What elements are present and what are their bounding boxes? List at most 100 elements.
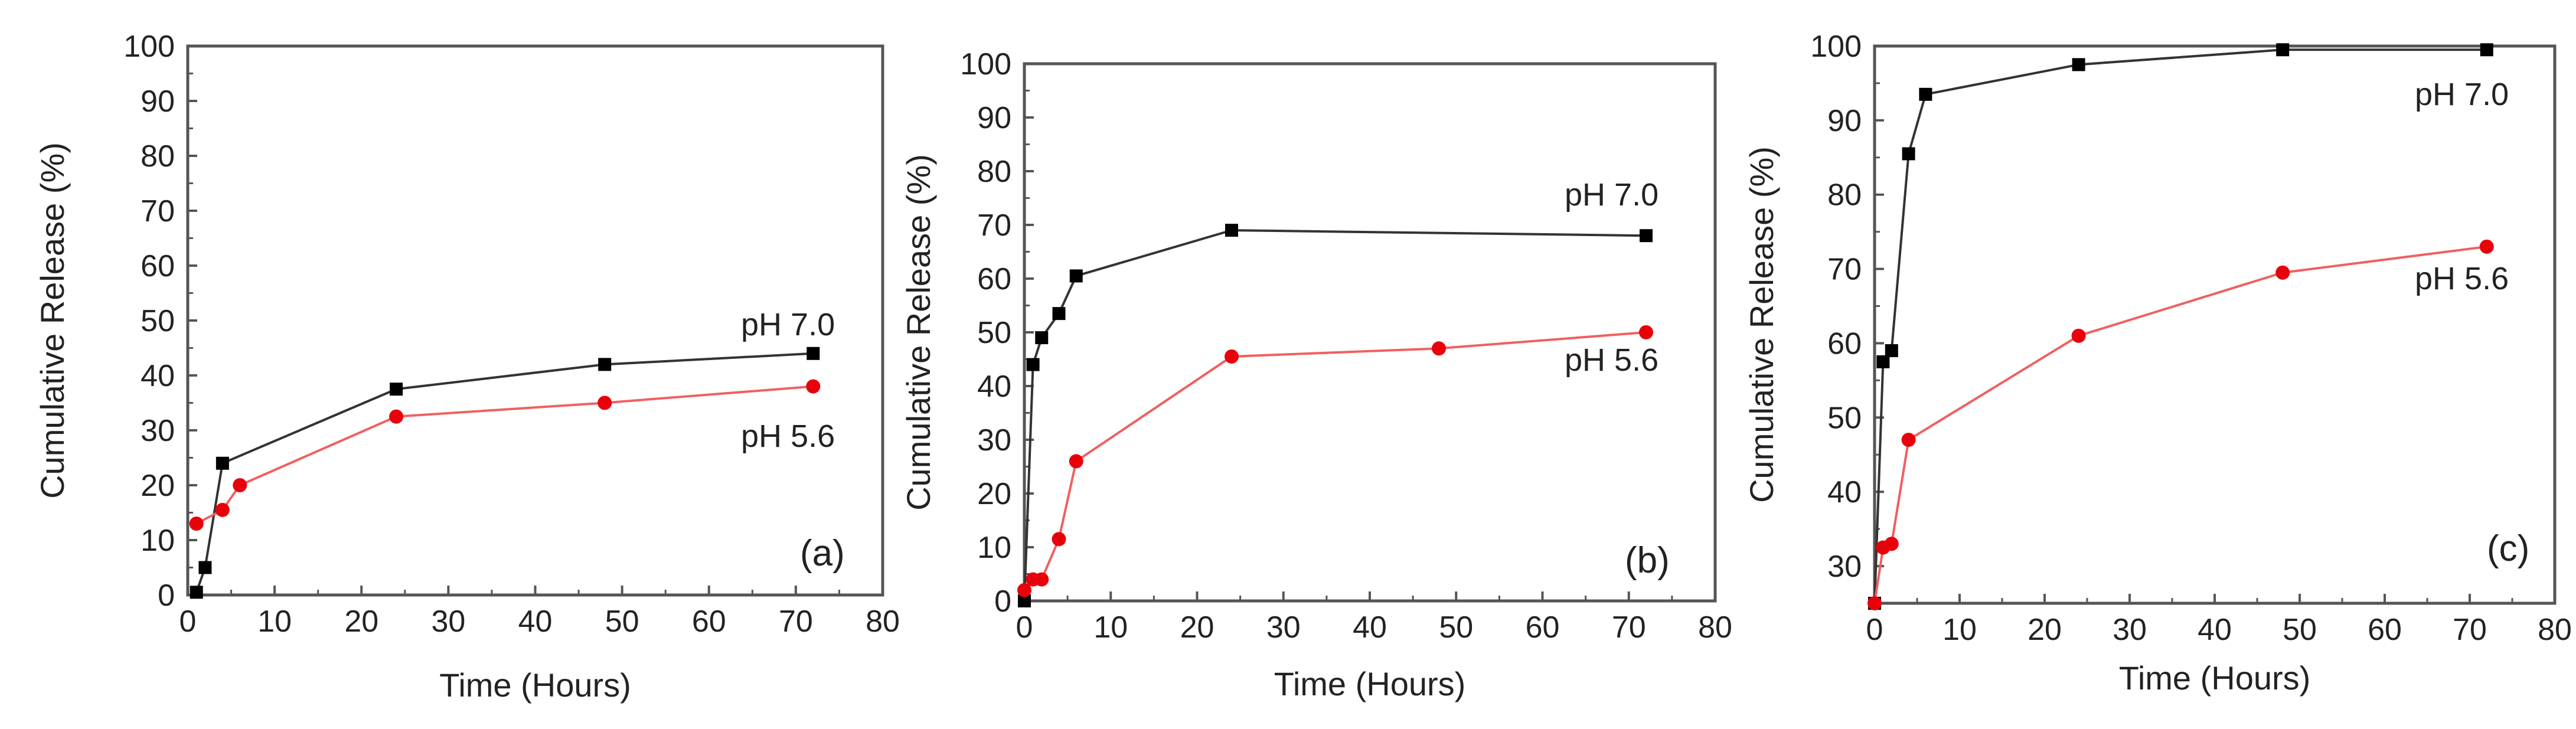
panel-c-y-axis-title: Cumulative Release (%) <box>1743 146 1780 503</box>
panel-a-series-ph-7-0-point <box>390 383 403 396</box>
panel-a-y-tick-label: 70 <box>141 194 175 228</box>
panel-b-x-tick-label: 40 <box>1353 610 1387 645</box>
panel-a-series-ph-5-6-point <box>389 409 404 424</box>
panel-b-series-ph-5-6-line <box>1023 331 1647 591</box>
panel-b-series-label-ph-5-6: pH 5.6 <box>1565 342 1658 378</box>
panel-c-series-ph-7-0-point <box>2480 43 2493 57</box>
panel-b-series-ph-7-0-point <box>1640 229 1653 243</box>
panel-a-series-label-ph-7-0: pH 7.0 <box>741 307 835 342</box>
panel-b-series-ph-5-6-point <box>1225 349 1239 364</box>
panel-c-y-tick-label: 30 <box>1827 550 1862 584</box>
panel-a-series-ph-5-6-point <box>215 502 230 517</box>
panel-c-x-tick-label: 80 <box>2538 613 2572 647</box>
panel-a-y-tick-label: 50 <box>141 304 175 338</box>
panel-c-series-ph-5-6-point <box>2275 265 2290 280</box>
panel-c-y-tick-label: 100 <box>1810 30 1862 64</box>
panel-c-y-tick-label: 70 <box>1827 253 1862 287</box>
panel-c-x-tick-label: 10 <box>1942 613 1977 647</box>
panel-a-y-tick-label: 80 <box>141 139 175 174</box>
panel-b-series-label-ph-7-0: pH 7.0 <box>1565 177 1658 213</box>
panel-b-series-ph-7-0-point <box>1035 331 1049 345</box>
panel-c-x-tick-label: 20 <box>2028 613 2062 647</box>
panel-b-x-tick-label: 0 <box>1016 610 1033 645</box>
panel-a: 0 10 20 30 40 50 60 70 80 0 10 20 30 40 50 60 70 80 90 100 T… <box>34 30 900 704</box>
panel-a-panel-label: (a) <box>800 533 845 574</box>
panel-b-y-tick-label: 70 <box>977 208 1011 243</box>
panel-c-x-tick-label: 50 <box>2283 613 2317 647</box>
panel-b-y-tick-label: 90 <box>977 101 1011 135</box>
panel-b-x-tick-label: 60 <box>1526 610 1560 645</box>
panel-c-series-ph-7-0-point <box>2276 43 2290 57</box>
panel-b-x-tick-label: 80 <box>1698 610 1732 645</box>
panel-c-series-ph-5-6-point <box>1884 537 1899 551</box>
panel-c-series-label-ph-5-6: pH 5.6 <box>2415 261 2509 296</box>
panel-c-series-ph-7-0-line <box>1873 48 2487 604</box>
panel-c-series-ph-5-6-point <box>1901 433 1916 447</box>
panel-b-y-tick-label: 20 <box>977 477 1011 511</box>
panel-b-series-ph-7-0-point <box>1052 307 1066 321</box>
panel-b-series-ph-7-0-line <box>1023 229 1647 601</box>
panel-a-series-ph-7-0-line <box>195 352 814 593</box>
panel-a-y-tick-label: 30 <box>141 414 175 448</box>
panel-b-y-tick-label: 100 <box>960 47 1011 81</box>
panel-a-series-ph-7-0-point <box>190 586 203 599</box>
panel-b-y-axis-title: Cumulative Release (%) <box>900 154 937 511</box>
panel-c-x-axis-title: Time (Hours) <box>2119 659 2311 697</box>
panel-a-series-ph-5-6-line <box>195 385 814 525</box>
panel-b-series-ph-5-6-point <box>1017 583 1031 597</box>
panel-c-series-ph-7-0-point <box>1885 344 1898 358</box>
panel-a-y-tick-label: 100 <box>123 30 175 64</box>
panel-b-x-tick-label: 30 <box>1266 610 1301 645</box>
panel-a-x-tick-label: 30 <box>431 604 465 639</box>
panel-a-x-tick-label: 0 <box>179 604 197 639</box>
panel-a-x-tick-label: 20 <box>344 604 378 639</box>
panel-a-series-label-ph-5-6: pH 5.6 <box>741 419 835 454</box>
panel-a-series-ph-7-0-point <box>216 456 229 470</box>
panel-c-x-tick-label: 0 <box>1866 613 1883 647</box>
panel-b-y-tick-label: 10 <box>977 531 1011 565</box>
panel-a-series-ph-5-6-point <box>598 395 612 410</box>
panel-a-y-tick-label: 0 <box>158 578 175 613</box>
panel-c-y-tick-label: 40 <box>1827 475 1862 509</box>
panel-b-y-tick-label: 80 <box>977 155 1011 189</box>
panel-c-series-ph-5-6-line <box>1873 245 2487 604</box>
panel-a-series-ph-7-0-point <box>598 358 612 371</box>
panel-c-y-tick-label: 80 <box>1827 178 1862 213</box>
panel-c-series-ph-7-0-point <box>1919 87 1932 101</box>
panel-b-series-ph-7-0-point <box>1225 224 1238 237</box>
panel-a-series-ph-5-6-point <box>806 379 821 394</box>
panel-b-y-tick-label: 30 <box>977 423 1011 457</box>
panel-b-series-ph-7-0-point <box>1069 269 1083 283</box>
panel-a-x-tick-label: 50 <box>605 604 639 639</box>
panel-b-x-tick-label: 10 <box>1093 610 1128 645</box>
panel-b-y-tick-label: 0 <box>994 584 1011 619</box>
panel-b-x-tick-label: 70 <box>1612 610 1646 645</box>
panel-c-series-ph-7-0-point <box>2072 58 2085 71</box>
panel-c: 0 10 20 30 40 50 60 70 80 30 40 50 60 70 80 90 100 Time (… <box>1743 30 2572 697</box>
panel-a-x-axis-title: Time (Hours) <box>439 666 631 704</box>
panel-a-series-ph-5-6-point <box>189 516 204 531</box>
panel-c-plot-frame <box>1873 44 2557 605</box>
panel-c-y-tick-label: 90 <box>1827 104 1862 138</box>
panel-a-x-tick-label: 60 <box>692 604 726 639</box>
panel-a-x-tick-label: 80 <box>866 604 900 639</box>
panel-c-x-tick-label: 40 <box>2198 613 2232 647</box>
panel-b-series-ph-5-6-point <box>1052 532 1066 547</box>
panel-c-x-tick-label: 60 <box>2368 613 2402 647</box>
panel-c-x-tick-label: 70 <box>2453 613 2487 647</box>
panel-b-y-tick-label: 60 <box>977 262 1011 296</box>
panel-a-y-tick-label: 10 <box>141 524 175 558</box>
panel-b-y-tick-label: 50 <box>977 316 1011 350</box>
panel-b: 0 10 20 30 40 50 60 70 80 0 10 20 30 40 50 60 70 80 90 100 T… <box>900 47 1732 702</box>
panel-b-series-ph-7-0-point <box>1026 358 1040 371</box>
panel-b-panel-label: (b) <box>1625 540 1670 581</box>
panel-a-x-tick-label: 40 <box>518 604 553 639</box>
panel-b-series-ph-5-6-point <box>1432 341 1446 356</box>
panel-c-x-tick-label: 30 <box>2113 613 2147 647</box>
panel-b-x-axis-title: Time (Hours) <box>1274 665 1466 702</box>
panel-a-y-tick-label: 90 <box>141 84 175 119</box>
panel-c-y-tick-label: 60 <box>1827 326 1862 361</box>
panel-b-series-ph-5-6-point <box>1639 325 1653 339</box>
